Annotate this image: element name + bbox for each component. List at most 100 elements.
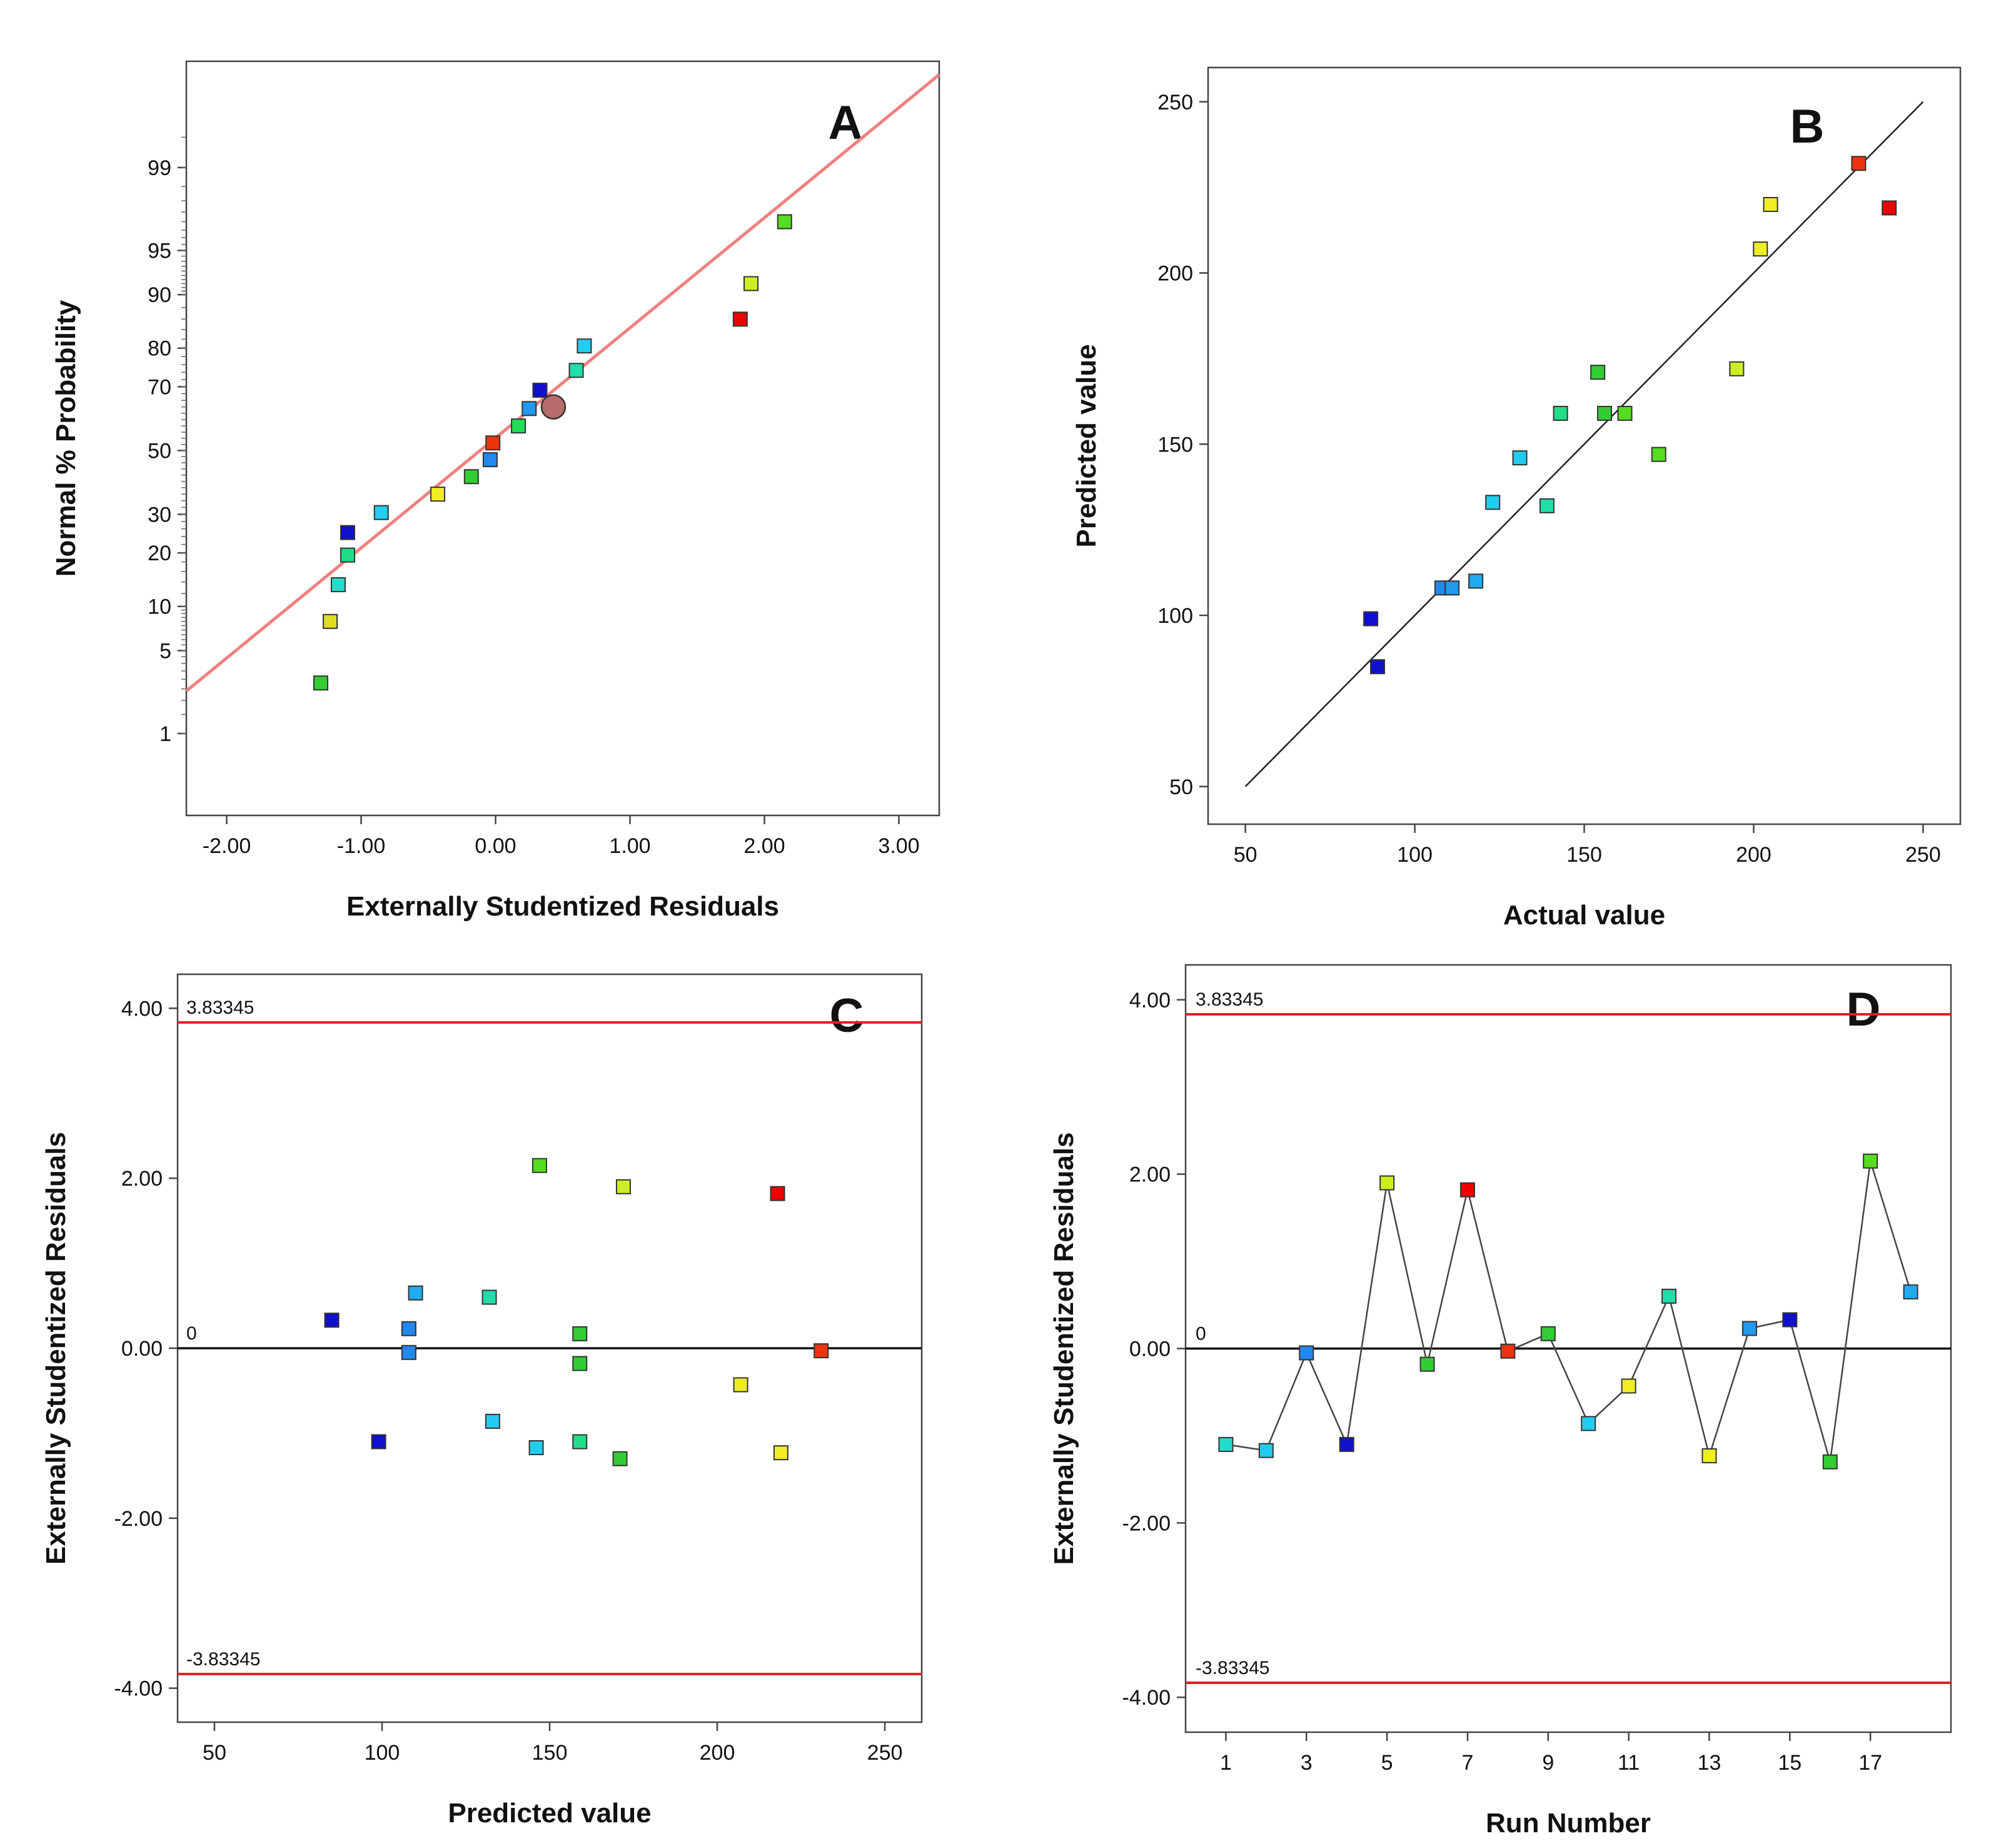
- x-tick-label: 3: [1301, 1751, 1313, 1775]
- data-point: [528, 1440, 544, 1456]
- data-point: [485, 1413, 500, 1429]
- x-tick-label: 5: [1381, 1751, 1393, 1775]
- data-point: [1590, 365, 1606, 380]
- data-point: [1419, 1356, 1435, 1372]
- data-point: [1512, 450, 1528, 466]
- x-tick-label: 250: [1905, 843, 1941, 867]
- zero-label: 0: [186, 1323, 197, 1344]
- data-point: [482, 452, 498, 468]
- y-axis-title: Externally Studentized Residuals: [1049, 1132, 1079, 1565]
- limit-label: -3.83345: [186, 1649, 260, 1670]
- data-point: [732, 311, 748, 327]
- data-point: [1782, 1312, 1798, 1328]
- data-point: [373, 505, 389, 520]
- data-point: [522, 401, 537, 416]
- y-tick-label: 10: [148, 595, 171, 619]
- data-point: [1539, 498, 1555, 513]
- data-point: [1444, 580, 1460, 596]
- fit-line: [185, 73, 940, 693]
- x-tick-label: -2.00: [203, 834, 251, 858]
- highlight-point: [540, 394, 567, 420]
- y-tick-label: 2.00: [1129, 1163, 1171, 1187]
- y-tick-label: 4.00: [121, 997, 163, 1021]
- y-tick-label: 95: [148, 240, 171, 263]
- y-tick-label: 50: [1169, 775, 1193, 799]
- data-point: [371, 1434, 386, 1450]
- data-point: [1763, 197, 1778, 213]
- y-tick-label: -4.00: [114, 1677, 163, 1701]
- y-tick-label: 90: [148, 283, 171, 307]
- data-point: [612, 1451, 628, 1466]
- data-point: [1485, 495, 1501, 510]
- panel-letter: D: [1847, 983, 1881, 1036]
- x-tick-label: 250: [867, 1741, 903, 1765]
- data-point: [532, 383, 548, 398]
- y-tick-label: 20: [148, 542, 171, 565]
- series-line: [1226, 1161, 1912, 1463]
- data-point: [481, 1289, 497, 1305]
- x-tick-label: -1.00: [337, 834, 386, 858]
- data-point: [568, 363, 584, 378]
- x-tick-label: 2.00: [743, 834, 785, 858]
- data-point: [485, 435, 501, 451]
- x-axis-title: Actual value: [1503, 900, 1665, 931]
- y-tick-label: 30: [148, 503, 171, 527]
- data-point: [1500, 1343, 1516, 1359]
- x-tick-label: 100: [1397, 843, 1433, 867]
- limit-label: 3.83345: [1196, 989, 1263, 1010]
- panel-letter: B: [1790, 100, 1825, 153]
- data-point: [1258, 1443, 1274, 1458]
- data-point: [572, 1326, 588, 1341]
- y-tick-label: 0.00: [121, 1337, 163, 1361]
- data-point: [743, 276, 759, 291]
- data-point: [408, 1285, 423, 1301]
- x-tick-label: 150: [532, 1741, 568, 1765]
- y-tick-label: 99: [148, 156, 171, 180]
- data-point: [340, 547, 355, 563]
- y-tick-label: -2.00: [1122, 1511, 1171, 1535]
- x-tick-label: 200: [700, 1741, 735, 1765]
- data-point: [1822, 1454, 1838, 1470]
- data-point: [511, 418, 527, 434]
- data-point: [577, 338, 592, 354]
- plot-frame: [185, 60, 940, 817]
- data-point: [770, 1186, 785, 1201]
- panel-a: -2.00 -1.00 0.00 1.00 2.00 3.00 1 5 10 20 30 50 70 80…: [51, 60, 940, 922]
- data-point: [1339, 1436, 1354, 1452]
- data-point: [1621, 1378, 1636, 1394]
- data-point: [1882, 200, 1897, 216]
- y-tick-label: 5: [159, 639, 171, 663]
- data-point: [572, 1356, 588, 1371]
- y-tick-label: 250: [1157, 91, 1193, 114]
- data-point: [1468, 573, 1484, 589]
- x-tick-label: 1: [1220, 1751, 1232, 1775]
- data-point: [1540, 1326, 1556, 1341]
- data-point: [1363, 611, 1379, 627]
- x-axis-title: Run Number: [1486, 1808, 1651, 1838]
- data-point: [1379, 1175, 1395, 1191]
- limit-label: -3.83345: [1196, 1658, 1269, 1678]
- x-tick-label: 13: [1698, 1751, 1721, 1775]
- data-point: [430, 487, 446, 502]
- data-point: [1661, 1288, 1677, 1304]
- x-tick-label: 0.00: [475, 834, 516, 858]
- y-axis-title: Normal % Probability: [51, 300, 81, 577]
- data-point: [323, 613, 338, 629]
- y-tick-label: 200: [1157, 262, 1193, 286]
- data-point: [1651, 446, 1666, 462]
- x-axis-title: Externally Studentized Residuals: [346, 891, 779, 922]
- data-point: [1459, 1182, 1475, 1198]
- data-point: [1218, 1436, 1234, 1452]
- data-point: [1597, 405, 1613, 421]
- data-point: [1741, 1321, 1757, 1336]
- data-point: [733, 1377, 748, 1393]
- x-tick-label: 11: [1618, 1751, 1640, 1775]
- x-tick-label: 50: [1234, 843, 1257, 867]
- x-tick-label: 3.00: [878, 834, 919, 858]
- x-tick-label: 150: [1566, 843, 1602, 867]
- x-tick-label: 1.00: [609, 834, 650, 858]
- x-tick-label: 100: [365, 1741, 400, 1765]
- data-point: [324, 1313, 340, 1328]
